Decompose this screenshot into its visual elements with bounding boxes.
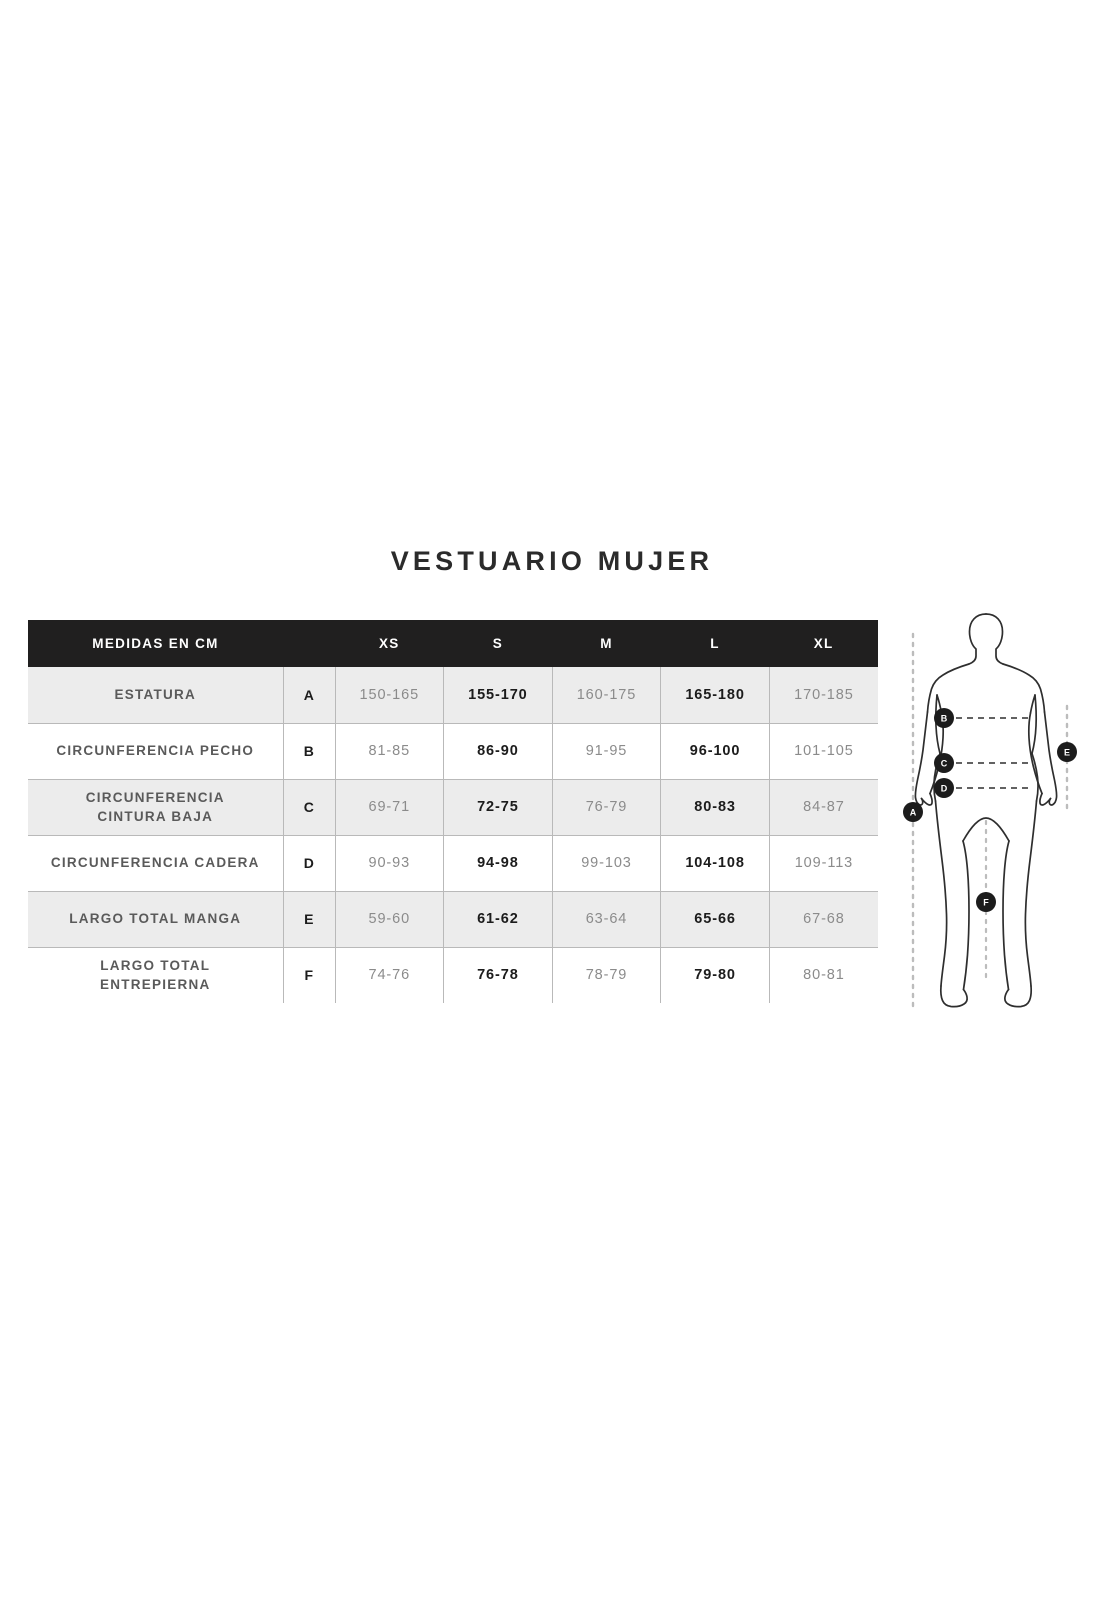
cell-f-xl: 80-81 <box>803 967 845 984</box>
cell-f-m: 78-79 <box>552 947 662 1003</box>
table-body: ESTATURA A 150-165 155-170 160-175 165-180 170… <box>28 667 878 1003</box>
cell-b-l: 96-100 <box>660 723 770 779</box>
row-letter-f: F <box>283 947 336 1003</box>
cell-a-m: 160-175 <box>552 667 662 723</box>
table-row: ESTATURA A 150-165 155-170 160-175 165-180 170… <box>28 667 878 723</box>
cell-e-m: 63-64 <box>552 891 662 947</box>
row-measure-label: LARGO TOTAL MANGA <box>28 891 284 947</box>
svg-text:C: C <box>941 759 948 769</box>
marker-c: C <box>934 753 954 773</box>
cell-a-s: 155-170 <box>443 667 553 723</box>
cell-e-xs: 59-60 <box>335 891 445 947</box>
cell-e-s: 61-62 <box>443 891 553 947</box>
table-row: CIRCUNFERENCIA CINTURA BAJA C 69-71 72-75 76-… <box>28 779 878 835</box>
body-measurement-diagram: A B C D E F <box>893 606 1079 1018</box>
cell-b-m: 91-95 <box>552 723 662 779</box>
cell-b-xs: 81-85 <box>335 723 445 779</box>
cell-b-s: 86-90 <box>443 723 553 779</box>
cell-c-l: 80-83 <box>660 779 770 835</box>
cell-c-s: 72-75 <box>443 779 553 835</box>
svg-text:E: E <box>1064 748 1070 758</box>
header-letter-label <box>283 620 335 667</box>
header-measure-label: MEDIDAS EN CM <box>92 636 219 651</box>
cell-a-l: 165-180 <box>660 667 770 723</box>
header-size-l: L <box>710 636 720 651</box>
cell-f-l: 79-80 <box>660 947 770 1003</box>
cell-c-xl: 84-87 <box>803 799 845 815</box>
row-letter-c: C <box>283 779 336 835</box>
table-row: CIRCUNFERENCIA CADERA D 90-93 94-98 99-103 10… <box>28 835 878 891</box>
svg-text:F: F <box>983 898 989 908</box>
table-header-row: MEDIDAS EN CM XS S M L XL <box>28 620 878 667</box>
table-header: MEDIDAS EN CM XS S M L XL <box>28 620 878 667</box>
row-measure-label: CIRCUNFERENCIA PECHO <box>28 723 284 779</box>
cell-b-xl: 101-105 <box>794 743 854 759</box>
cell-d-s: 94-98 <box>443 835 553 891</box>
size-chart-table: MEDIDAS EN CM XS S M L XL ESTATURA A 150-1… <box>28 620 878 1003</box>
cell-d-l: 104-108 <box>660 835 770 891</box>
header-size-xs: XS <box>378 636 400 651</box>
row-letter-d: D <box>283 835 336 891</box>
cell-d-xl: 109-113 <box>794 855 854 871</box>
table-row: CIRCUNFERENCIA PECHO B 81-85 86-90 91-95 96-1… <box>28 723 878 779</box>
header-size-m: M <box>600 636 613 651</box>
cell-f-s: 76-78 <box>443 947 553 1003</box>
table-row: LARGO TOTAL MANGA E 59-60 61-62 63-64 65-66 67… <box>28 891 878 947</box>
cell-c-xs: 69-71 <box>335 779 445 835</box>
svg-text:A: A <box>910 808 917 818</box>
cell-d-xs: 90-93 <box>335 835 445 891</box>
row-measure-label: ESTATURA <box>28 667 284 723</box>
female-body-outline <box>914 613 1058 1008</box>
header-size-s: S <box>492 636 504 651</box>
row-measure-label: LARGO TOTAL ENTREPIERNA <box>28 947 284 1003</box>
cell-a-xl: 170-185 <box>794 686 854 703</box>
row-measure-label: CIRCUNFERENCIA CINTURA BAJA <box>28 779 284 835</box>
cell-a-xs: 150-165 <box>335 667 445 723</box>
table-row: LARGO TOTAL ENTREPIERNA F 74-76 76-78 78-79 79… <box>28 947 878 1003</box>
row-letter-b: B <box>283 723 336 779</box>
svg-text:B: B <box>941 714 948 724</box>
row-letter-a: A <box>283 667 336 723</box>
cell-e-xl: 67-68 <box>803 911 845 927</box>
marker-f: F <box>976 892 996 912</box>
cell-e-l: 65-66 <box>660 891 770 947</box>
page-title: VESTUARIO MUJER <box>390 546 714 576</box>
marker-a: A <box>903 802 923 822</box>
marker-b: B <box>934 708 954 728</box>
svg-text:D: D <box>941 784 948 794</box>
row-measure-label: CIRCUNFERENCIA CADERA <box>28 835 284 891</box>
row-letter-e: E <box>283 891 336 947</box>
cell-d-m: 99-103 <box>552 835 662 891</box>
cell-c-m: 76-79 <box>552 779 662 835</box>
marker-e: E <box>1057 742 1077 762</box>
header-size-xl: XL <box>813 636 834 651</box>
cell-f-xs: 74-76 <box>335 947 445 1003</box>
marker-d: D <box>934 778 954 798</box>
